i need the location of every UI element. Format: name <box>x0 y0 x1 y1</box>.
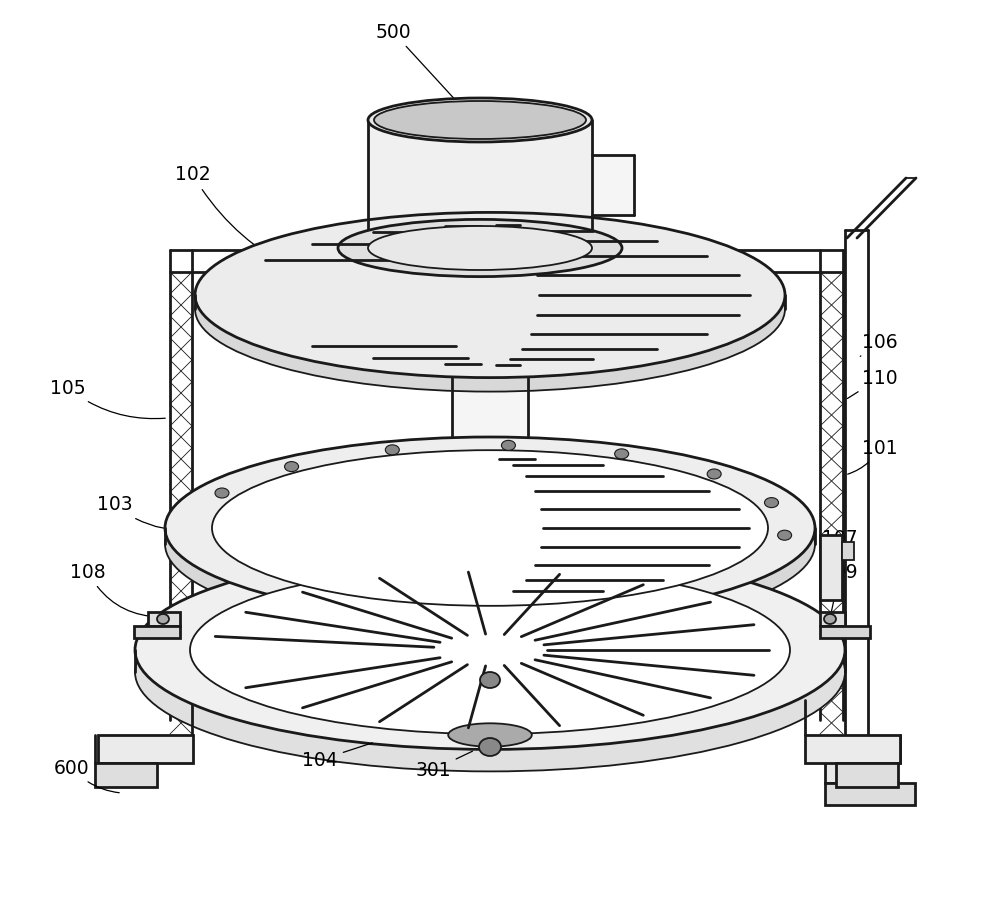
Ellipse shape <box>338 220 622 276</box>
Ellipse shape <box>374 101 586 139</box>
Ellipse shape <box>448 723 532 746</box>
Text: 100: 100 <box>663 683 733 710</box>
Ellipse shape <box>285 462 299 472</box>
Bar <box>825 783 915 805</box>
Ellipse shape <box>707 469 721 479</box>
Ellipse shape <box>778 530 792 540</box>
Polygon shape <box>368 120 592 248</box>
Ellipse shape <box>615 448 629 459</box>
Ellipse shape <box>765 498 779 508</box>
Bar <box>95 763 157 787</box>
Ellipse shape <box>157 614 169 624</box>
Text: 110: 110 <box>847 369 898 398</box>
Bar <box>836 763 898 787</box>
Text: 103: 103 <box>97 495 192 530</box>
Ellipse shape <box>165 437 815 619</box>
Bar <box>820 612 845 626</box>
Text: 104: 104 <box>302 743 372 770</box>
Ellipse shape <box>135 572 845 771</box>
Bar <box>134 626 180 638</box>
Ellipse shape <box>480 672 500 688</box>
Bar <box>452 248 528 735</box>
Ellipse shape <box>385 445 399 455</box>
Bar <box>842 542 854 560</box>
Bar <box>148 612 180 626</box>
Text: 105: 105 <box>50 379 165 419</box>
Bar <box>820 626 870 638</box>
Text: 109: 109 <box>822 562 858 615</box>
Ellipse shape <box>212 450 768 605</box>
Ellipse shape <box>368 226 592 270</box>
Bar <box>592 155 634 215</box>
Text: 301: 301 <box>415 751 472 779</box>
Ellipse shape <box>368 98 592 142</box>
Text: 102: 102 <box>175 166 293 269</box>
Ellipse shape <box>215 488 229 498</box>
Ellipse shape <box>501 440 515 450</box>
Text: 108: 108 <box>70 562 160 617</box>
Ellipse shape <box>135 551 845 749</box>
Text: 101: 101 <box>848 439 898 475</box>
Ellipse shape <box>479 738 501 756</box>
Bar <box>805 735 900 763</box>
Ellipse shape <box>195 226 785 392</box>
Text: 107: 107 <box>820 528 858 552</box>
Ellipse shape <box>195 213 785 378</box>
Bar <box>98 735 193 763</box>
Ellipse shape <box>190 566 790 734</box>
Ellipse shape <box>824 614 836 624</box>
Text: 600: 600 <box>54 759 119 793</box>
Ellipse shape <box>165 453 815 635</box>
Bar <box>820 535 842 600</box>
Bar <box>825 758 888 783</box>
Text: 500: 500 <box>375 22 458 103</box>
Text: 106: 106 <box>860 333 898 356</box>
